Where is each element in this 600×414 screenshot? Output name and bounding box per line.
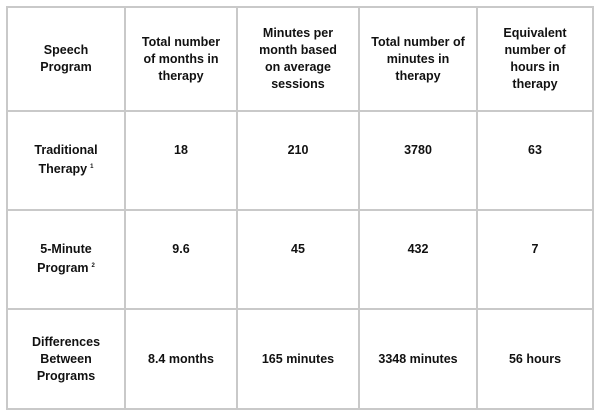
row-label-text: Differences Between Programs (31, 334, 101, 383)
row-label-text: Traditional Therapy (34, 143, 98, 177)
table-cell: 8.4 months (124, 308, 238, 410)
table-cell: 56 hours (476, 308, 594, 410)
header-months-in-therapy: Total number of months in therapy (124, 6, 238, 112)
table-cell: 3348 minutes (358, 308, 478, 410)
comparison-table: Speech Program Total number of months in… (6, 6, 594, 410)
table-cell: 9.6 (124, 209, 238, 310)
row-label-traditional: Traditional Therapy 1 (6, 110, 126, 211)
table-cell: 432 (358, 209, 478, 310)
header-speech-program: Speech Program (6, 6, 126, 112)
header-minutes-per-month: Minutes per month based on average sessi… (236, 6, 360, 112)
table-header-row: Speech Program Total number of months in… (6, 6, 594, 112)
table-row: 5-Minute Program 2 9.6 45 432 7 (6, 209, 594, 310)
header-equivalent-hours: Equivalent number of hours in therapy (476, 6, 594, 112)
footnote-marker: 1 (90, 164, 94, 171)
table-cell: 210 (236, 110, 360, 211)
table-row: Differences Between Programs 8.4 months … (6, 308, 594, 410)
footnote-marker: 2 (91, 263, 95, 270)
row-label-5-minute: 5-Minute Program 2 (6, 209, 126, 310)
table-cell: 3780 (358, 110, 478, 211)
table-cell: 7 (476, 209, 594, 310)
row-label-text: 5-Minute Program (37, 242, 92, 276)
table-cell: 45 (236, 209, 360, 310)
table-row: Traditional Therapy 1 18 210 3780 63 (6, 110, 594, 211)
table-cell: 18 (124, 110, 238, 211)
header-total-minutes: Total number of minutes in therapy (358, 6, 478, 112)
table-cell: 63 (476, 110, 594, 211)
row-label-differences: Differences Between Programs (6, 308, 126, 410)
table-cell: 165 minutes (236, 308, 360, 410)
